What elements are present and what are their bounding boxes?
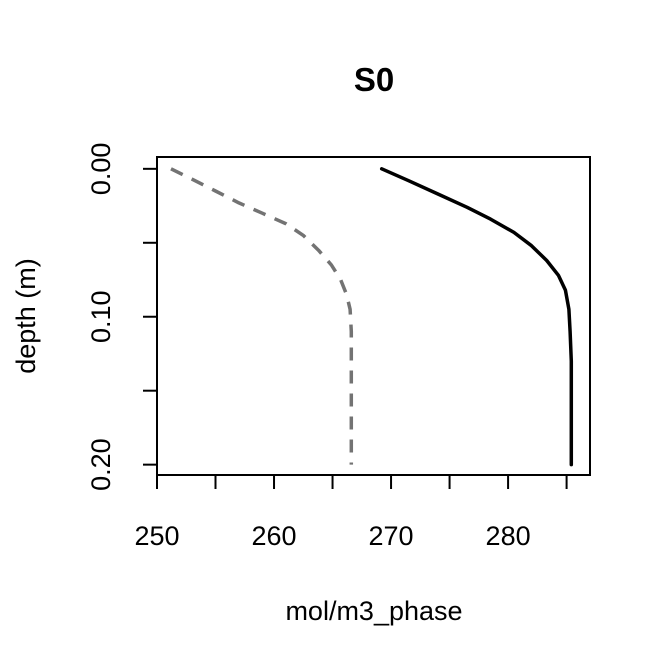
series-line-2 (379, 167, 574, 467)
series-layer (170, 167, 574, 467)
x-tick-label: 270 (369, 521, 414, 551)
plot-frame (156, 156, 591, 476)
y-axis: 0.00 0.10 0.20 (86, 143, 158, 491)
series-line-1 (170, 167, 354, 465)
y-tick-label: 0.00 (86, 143, 116, 196)
x-axis-label: mol/m3_phase (285, 596, 462, 626)
x-tick-label: 260 (251, 521, 296, 551)
y-tick-label: 0.20 (86, 438, 116, 491)
y-axis-label: depth (m) (11, 258, 41, 374)
y-tick-label: 0.10 (86, 290, 116, 343)
x-tick-label: 250 (134, 521, 179, 551)
x-axis: 250 260 270 280 (134, 474, 568, 551)
chart-title: S0 (354, 61, 394, 98)
x-tick-label: 280 (486, 521, 531, 551)
